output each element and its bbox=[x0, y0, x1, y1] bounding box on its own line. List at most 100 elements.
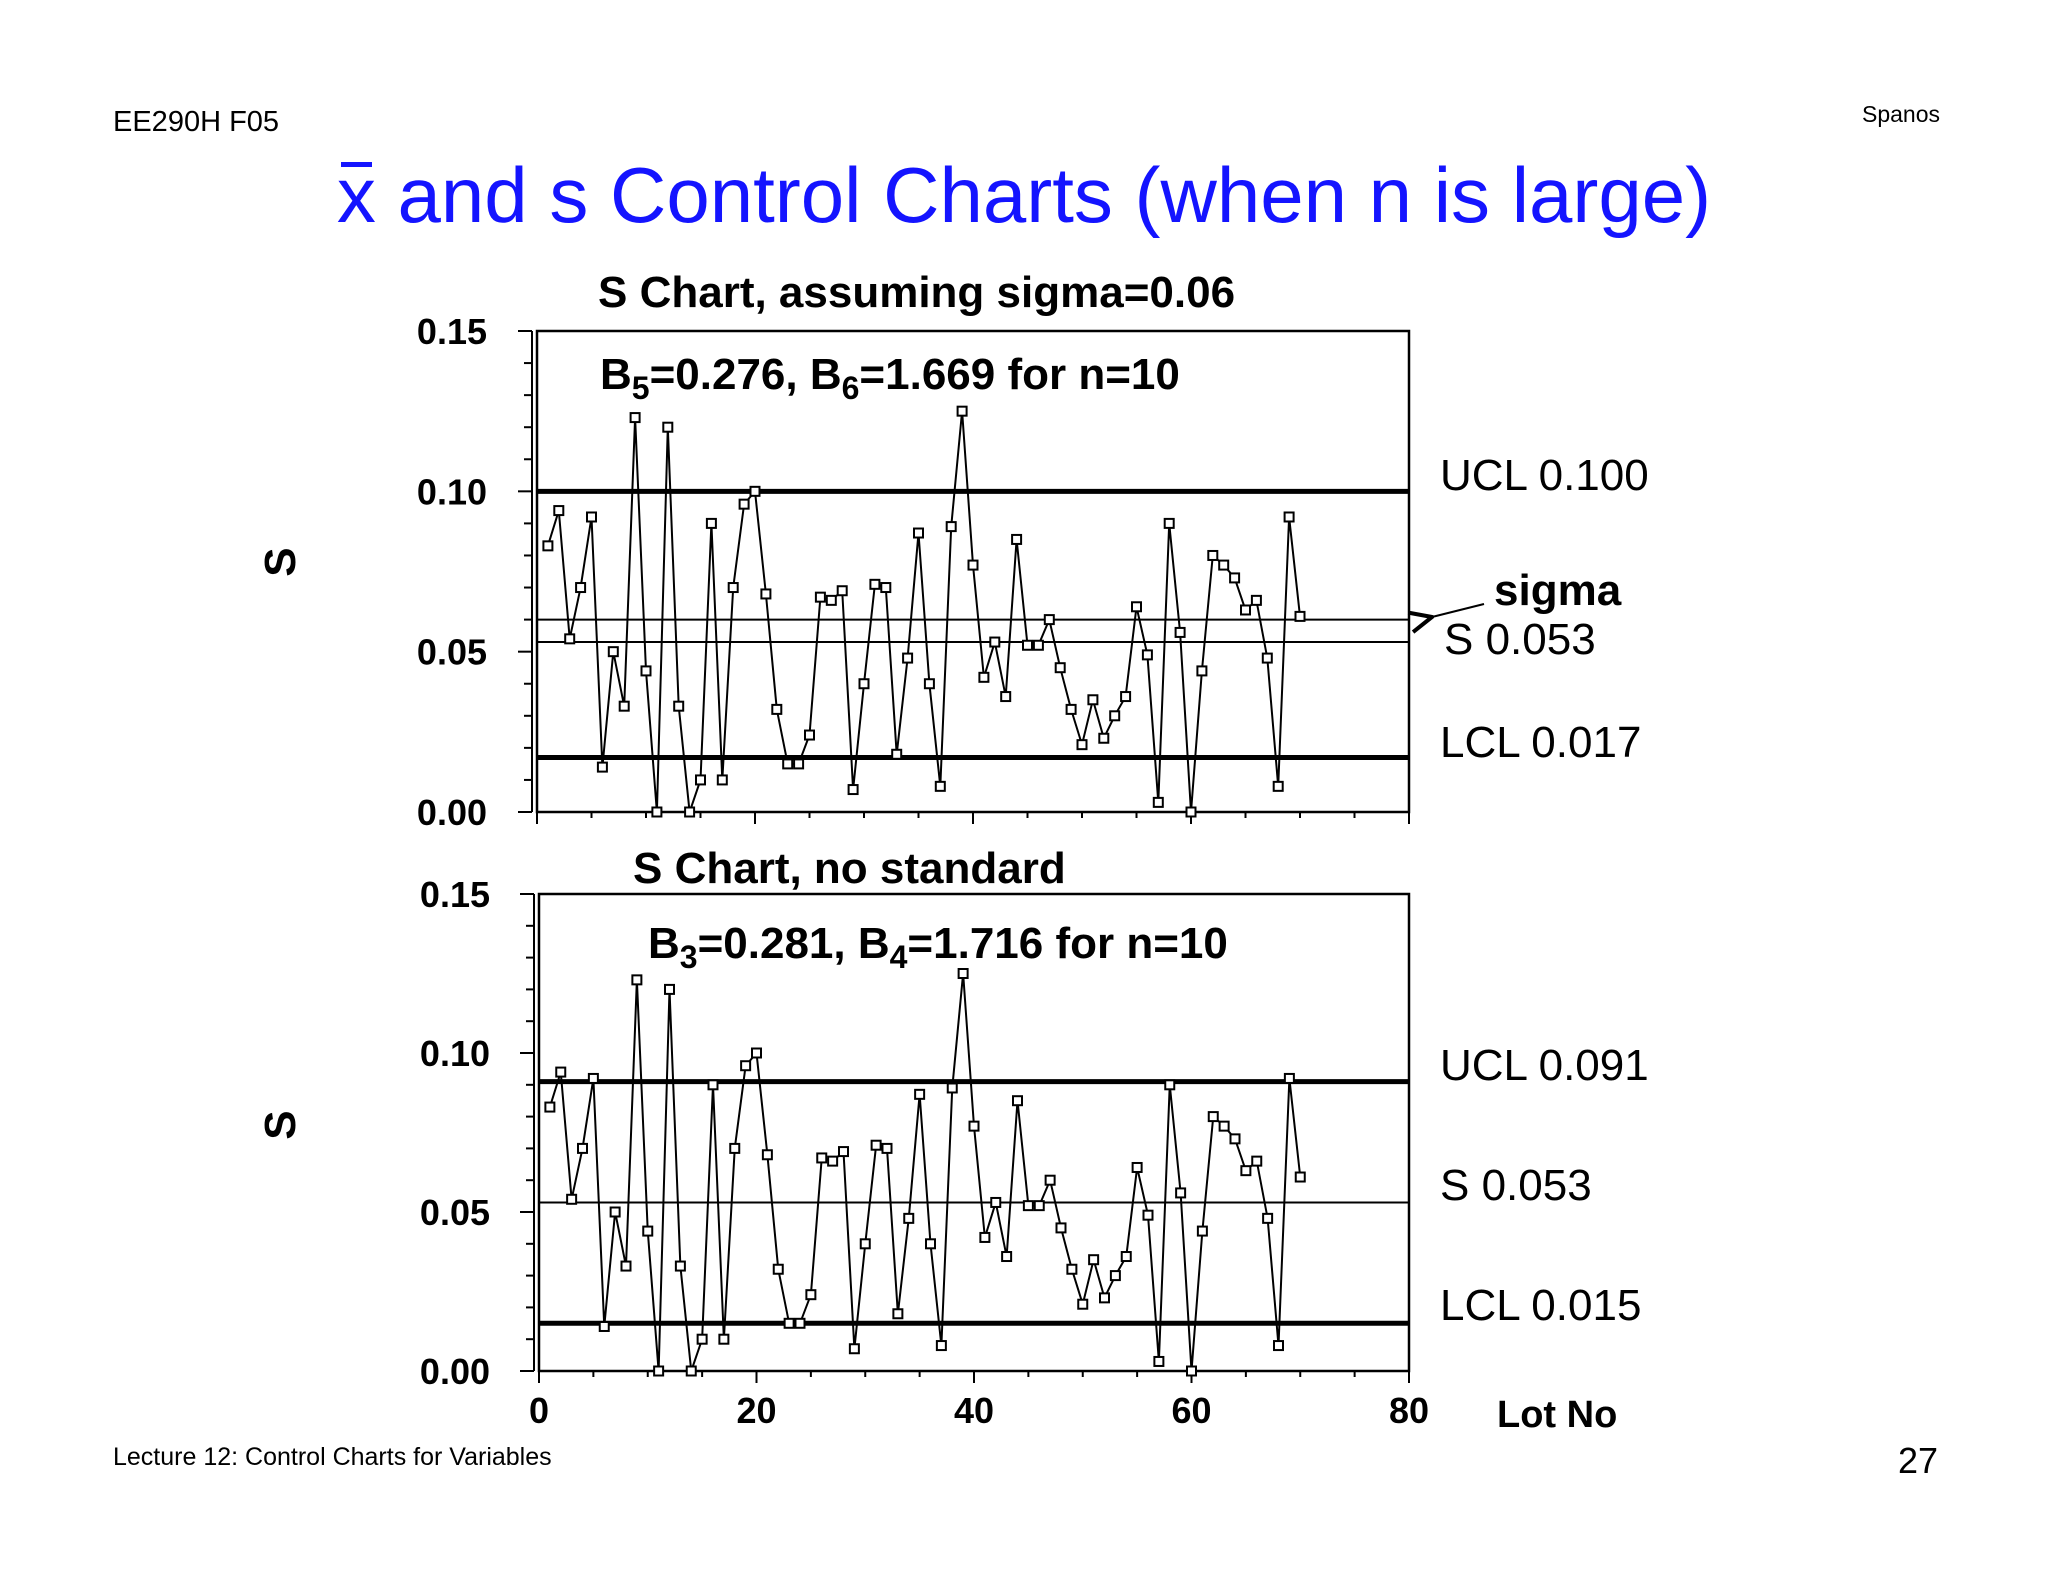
data-point bbox=[1109, 710, 1121, 722]
chart-title: S Chart, no standard bbox=[633, 844, 1066, 893]
data-point bbox=[1054, 662, 1066, 674]
slide-title: x and s Control Charts (when n is large) bbox=[0, 150, 2048, 240]
y-tick-label: 0.00 bbox=[420, 1351, 490, 1392]
annotation-part: =1.669 for n=10 bbox=[859, 350, 1179, 399]
data-point bbox=[1032, 639, 1044, 651]
data-point bbox=[848, 1343, 860, 1355]
data-point bbox=[1088, 1254, 1100, 1266]
annotation-part: 6 bbox=[842, 370, 860, 406]
sigma-arrow bbox=[1432, 603, 1485, 617]
data-point bbox=[738, 498, 750, 510]
data-point bbox=[1186, 1365, 1197, 1377]
author-name: Spanos bbox=[1861, 101, 1940, 127]
control-line-label: UCL 0.091 bbox=[1440, 1041, 1649, 1090]
y-tick-label: 0.15 bbox=[420, 874, 490, 915]
data-point bbox=[544, 1101, 556, 1113]
y-axis-label: S bbox=[256, 547, 305, 576]
data-point bbox=[1152, 796, 1164, 808]
data-point bbox=[631, 974, 643, 986]
data-point bbox=[1076, 739, 1088, 751]
data-point bbox=[783, 1317, 795, 1329]
data-point bbox=[913, 527, 924, 539]
data-point bbox=[684, 806, 696, 818]
data-point bbox=[1283, 1072, 1295, 1084]
data-point bbox=[925, 1238, 936, 1250]
data-point bbox=[825, 594, 837, 606]
data-point bbox=[1055, 1222, 1067, 1234]
y-tick-label: 0.05 bbox=[420, 1192, 490, 1233]
data-point bbox=[1262, 1212, 1274, 1224]
data-point bbox=[1109, 1270, 1121, 1282]
data-point bbox=[751, 1047, 762, 1059]
x-tick-label: 80 bbox=[1389, 1390, 1429, 1431]
data-point bbox=[1120, 1251, 1132, 1263]
data-point bbox=[1120, 691, 1132, 703]
data-point bbox=[1261, 652, 1273, 664]
y-tick-label: 0.15 bbox=[417, 311, 487, 352]
data-point bbox=[1207, 1111, 1219, 1123]
data-point bbox=[989, 636, 1001, 648]
data-point bbox=[740, 1060, 752, 1072]
y-axis-label: S bbox=[256, 1110, 305, 1139]
data-point bbox=[586, 511, 597, 523]
data-point bbox=[1043, 614, 1055, 626]
data-point bbox=[978, 671, 990, 683]
data-point bbox=[957, 968, 969, 979]
data-point bbox=[1196, 1225, 1208, 1237]
data-point bbox=[707, 1079, 719, 1091]
data-point bbox=[1185, 806, 1197, 818]
data-point bbox=[685, 1365, 697, 1377]
data-point bbox=[716, 774, 728, 786]
y-tick-label: 0.00 bbox=[417, 792, 487, 833]
data-point bbox=[618, 700, 630, 712]
data-point bbox=[564, 633, 576, 645]
data-point bbox=[914, 1088, 926, 1100]
data-point bbox=[1273, 1340, 1284, 1352]
data-point bbox=[1240, 1165, 1252, 1177]
data-point bbox=[902, 652, 914, 664]
data-point bbox=[967, 559, 979, 571]
data-point bbox=[1294, 610, 1306, 622]
data-point bbox=[596, 761, 608, 773]
data-point bbox=[664, 983, 675, 995]
annotation-part: B bbox=[648, 919, 680, 968]
data-point bbox=[1164, 1079, 1176, 1091]
data-point bbox=[674, 1260, 686, 1272]
y-tick-label: 0.10 bbox=[420, 1033, 490, 1074]
data-point bbox=[1011, 533, 1023, 545]
data-point bbox=[858, 678, 870, 690]
data-point bbox=[836, 585, 848, 597]
data-point bbox=[814, 591, 826, 603]
data-point bbox=[827, 1155, 839, 1167]
data-point bbox=[968, 1120, 980, 1132]
data-point bbox=[1077, 1298, 1089, 1310]
data-point bbox=[793, 758, 805, 770]
x-tick-label: 60 bbox=[1171, 1390, 1211, 1431]
data-point bbox=[945, 521, 957, 533]
annotation-part: B bbox=[810, 350, 842, 399]
data-point bbox=[542, 540, 554, 552]
control-line-label: sigma bbox=[1494, 566, 1622, 615]
x-tick-label: 20 bbox=[736, 1390, 776, 1431]
control-line-label: LCL 0.015 bbox=[1440, 1281, 1641, 1330]
data-point bbox=[990, 1196, 1002, 1208]
data-point bbox=[609, 1206, 621, 1218]
data-point bbox=[1251, 1155, 1263, 1167]
data-point bbox=[1294, 1171, 1306, 1183]
data-point bbox=[1000, 691, 1012, 703]
data-point bbox=[651, 806, 663, 818]
data-point bbox=[1218, 559, 1230, 571]
x-tick-label: 40 bbox=[954, 1390, 994, 1431]
footer-lecture: Lecture 12: Control Charts for Variables bbox=[113, 1443, 552, 1471]
series-line bbox=[546, 411, 1301, 813]
data-point bbox=[1044, 1174, 1056, 1186]
data-point bbox=[695, 774, 706, 786]
data-point bbox=[662, 421, 674, 433]
data-point bbox=[1033, 1200, 1045, 1212]
data-point bbox=[869, 578, 881, 590]
data-point bbox=[729, 1142, 741, 1154]
chart-title: S Chart, assuming sigma=0.06 bbox=[598, 268, 1235, 317]
data-point bbox=[1141, 649, 1153, 661]
data-point bbox=[749, 485, 761, 497]
data-point bbox=[1065, 703, 1077, 715]
